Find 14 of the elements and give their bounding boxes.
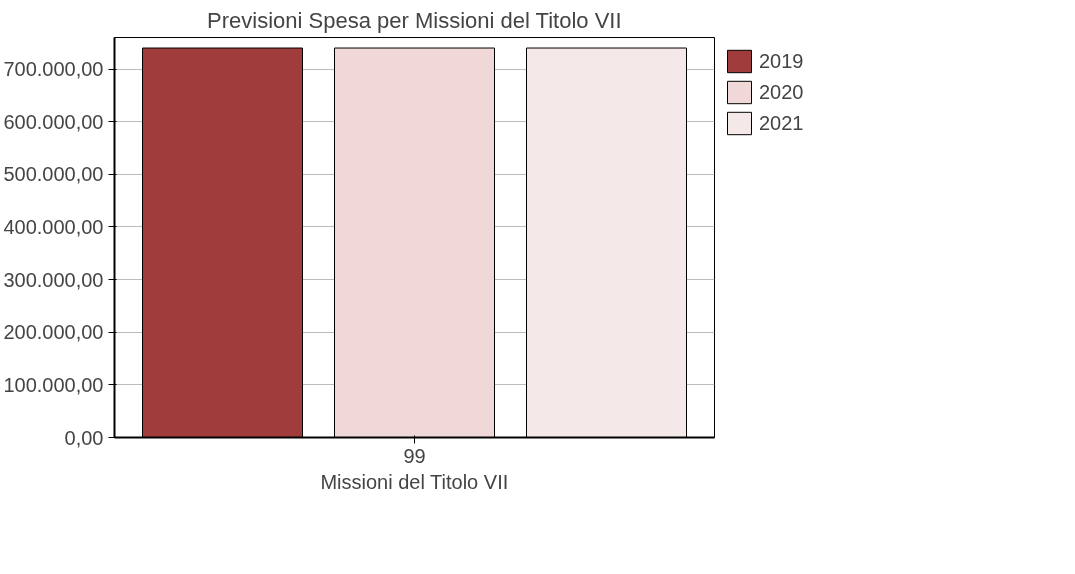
y-tick-label: 400.000,00	[3, 215, 104, 238]
legend-label: 2019	[759, 49, 804, 73]
chart-title: Previsioni Spesa per Missioni del Titolo VII	[207, 7, 622, 33]
y-tick-label: 500.000,00	[3, 163, 104, 186]
legend-label: 2020	[759, 80, 804, 104]
y-tick-label: 200.000,00	[3, 321, 104, 344]
x-axis-title: Missioni del Titolo VII	[320, 470, 509, 493]
y-tick-label: 700.000,00	[3, 58, 104, 81]
x-tick-label: 99	[403, 444, 426, 467]
y-tick-label: 600.000,00	[3, 110, 104, 133]
y-tick-label: 300.000,00	[3, 268, 104, 291]
y-tick-label: 100.000,00	[3, 373, 104, 396]
y-tick-label: 0,00	[64, 426, 104, 449]
legend-label: 2021	[759, 111, 804, 135]
